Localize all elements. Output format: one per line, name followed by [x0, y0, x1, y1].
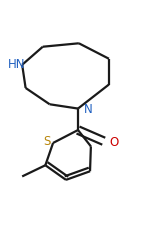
Text: O: O	[110, 135, 119, 148]
Text: HN: HN	[8, 58, 26, 71]
Text: S: S	[43, 134, 50, 147]
Text: N: N	[84, 103, 93, 116]
